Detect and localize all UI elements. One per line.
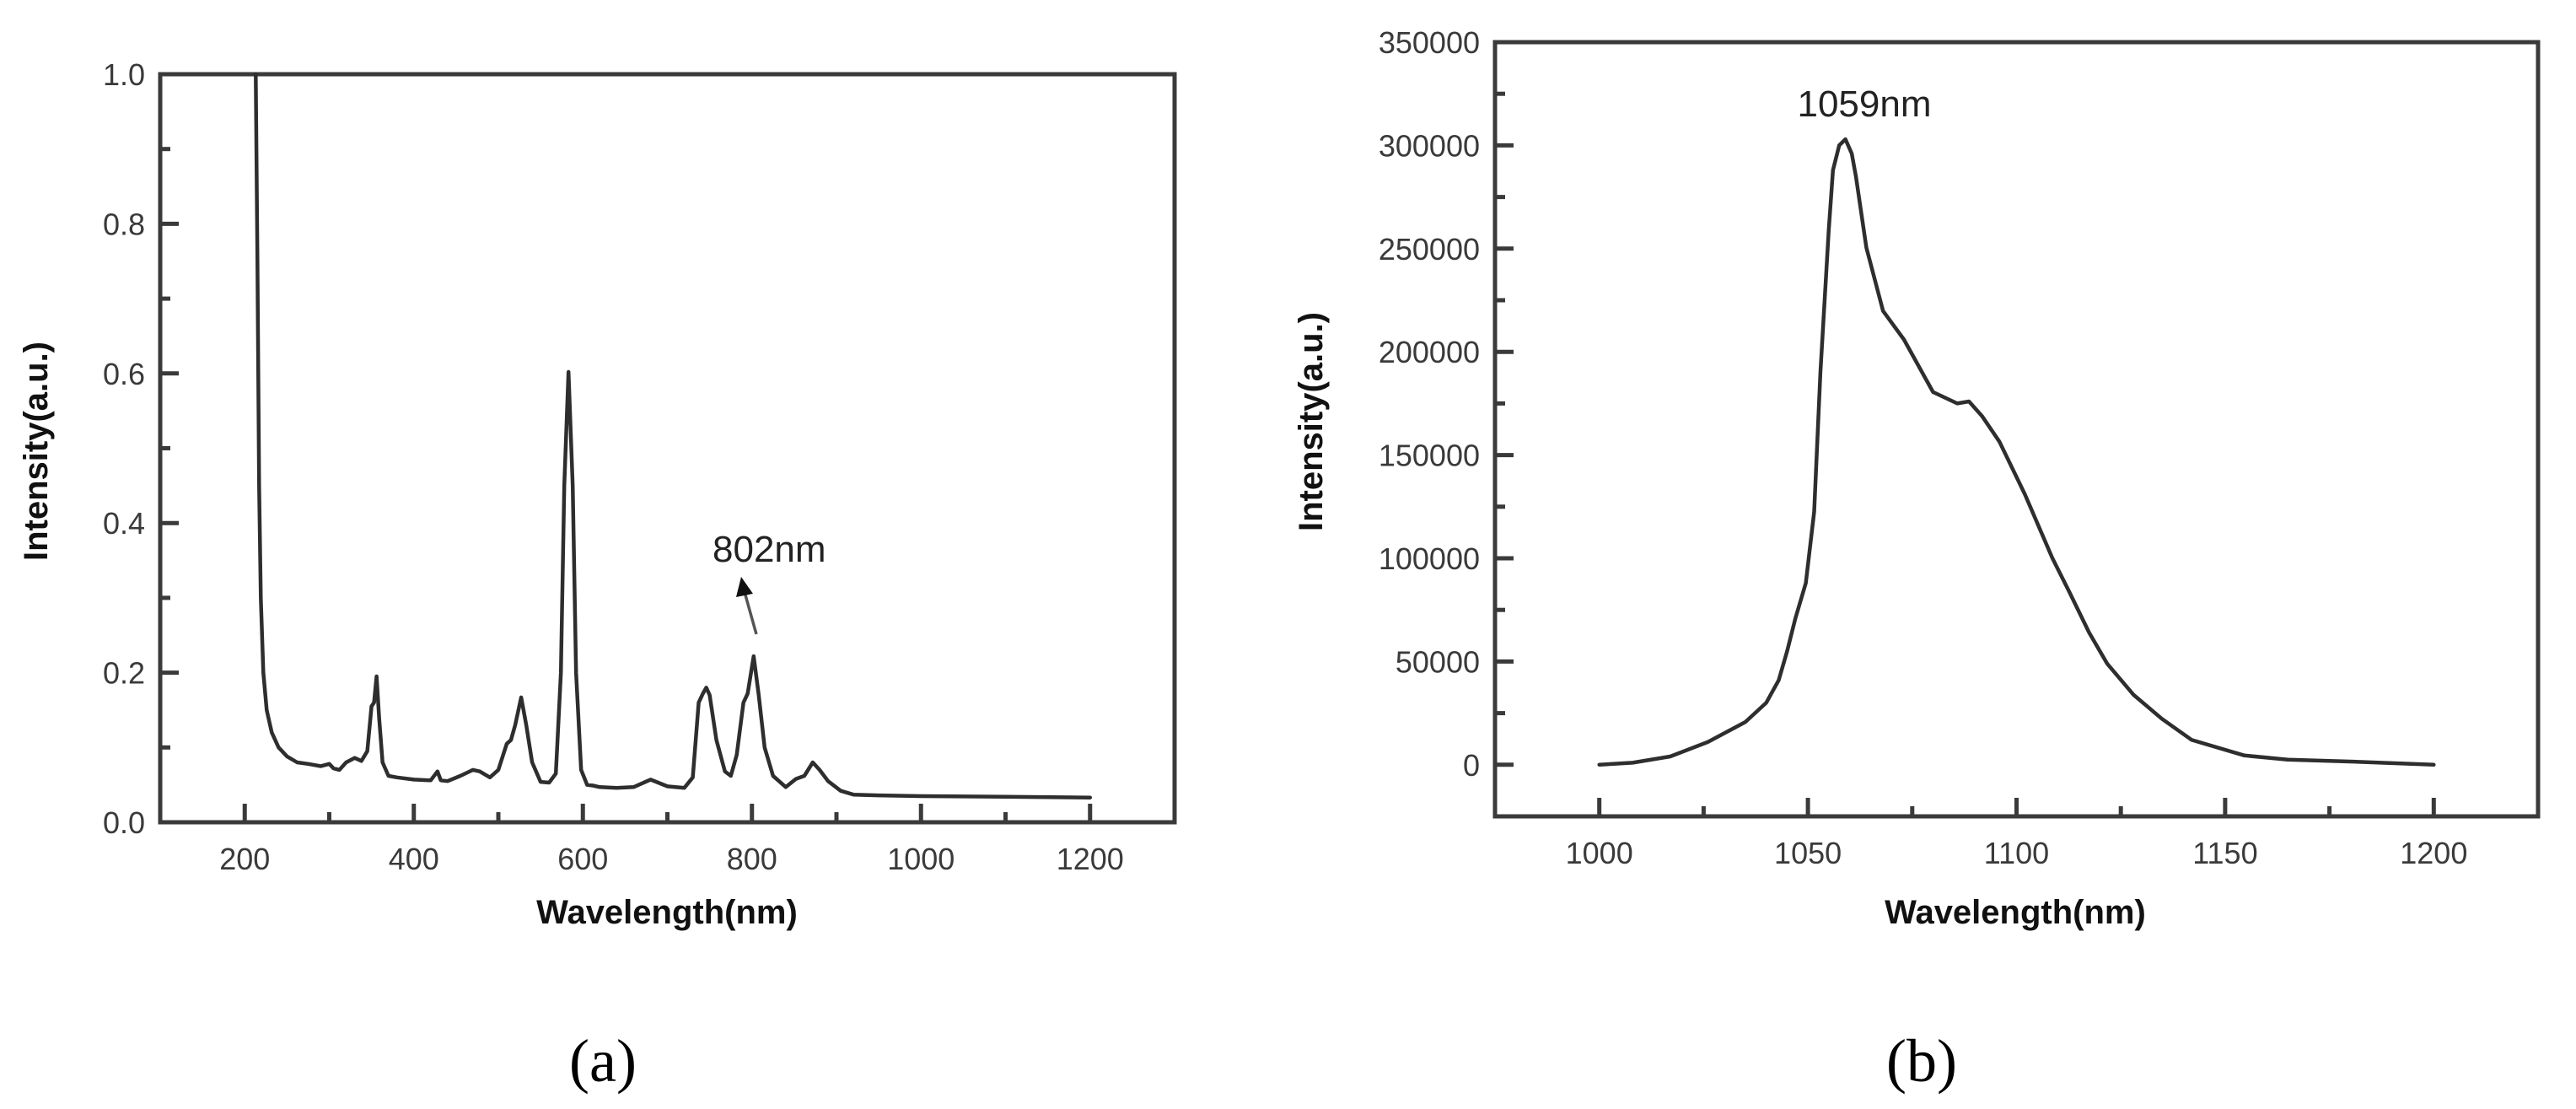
y-tick-label: 200000 <box>1379 335 1480 369</box>
x-axis-title-b: Wavelength(nm) <box>1885 894 2146 931</box>
y-tick-label: 350000 <box>1379 25 1480 60</box>
spectrum-line-a <box>254 72 1093 799</box>
x-tick-label: 1000 <box>1566 836 1633 870</box>
annotation-802nm: 802nm <box>713 529 826 570</box>
annotation-arrow-802 <box>736 577 758 635</box>
panel-label-a: (a) <box>569 1027 637 1095</box>
y-tick-label: 1.0 <box>103 57 145 92</box>
y-tick-label: 50000 <box>1396 644 1480 679</box>
y-tick-label: 0.8 <box>103 207 145 241</box>
x-tick-label: 1000 <box>887 842 955 876</box>
plot-frame-a <box>158 72 1177 825</box>
y-tick-label: 0.2 <box>103 656 145 691</box>
y-axis-title-b: Intensity(a.u.) <box>1293 312 1330 531</box>
x-tick-label: 1100 <box>1984 836 2049 870</box>
chart-b: 1000 1050 1100 1150 1200 0 50000 100000 150000 20… <box>1293 25 2541 1095</box>
axis-ticks-b: 1000 1050 1100 1150 1200 0 50000 100000 150000 20… <box>1379 25 2541 870</box>
y-tick-label: 150000 <box>1379 439 1480 473</box>
y-tick-label: 0.6 <box>103 357 145 391</box>
y-tick-label: 0.4 <box>103 506 145 541</box>
panel-label-b: (b) <box>1886 1027 1957 1095</box>
annotation-1059nm: 1059nm <box>1797 83 1931 125</box>
y-tick-label: 100000 <box>1379 541 1480 576</box>
y-tick-label: 300000 <box>1379 128 1480 163</box>
y-tick-label: 0.0 <box>103 805 145 840</box>
y-tick-label: 0 <box>1463 748 1480 783</box>
y-axis-title-a: Intensity(a.u.) <box>18 342 55 561</box>
x-axis-title-a: Wavelength(nm) <box>536 894 798 931</box>
x-tick-label: 200 <box>219 842 270 876</box>
y-tick-label: 250000 <box>1379 232 1480 266</box>
emission-line-b <box>1597 137 2436 767</box>
x-tick-label: 600 <box>557 842 608 876</box>
plot-frame-b <box>1492 40 2541 819</box>
x-tick-label: 1150 <box>2192 836 2257 870</box>
x-tick-label: 800 <box>727 842 777 876</box>
x-tick-label: 1200 <box>2400 836 2467 870</box>
axis-ticks-a: 200 400 600 800 1000 1200 0.0 0.2 0.4 0.6 0.8 1.0 <box>103 57 1177 876</box>
chart-a: 200 400 600 800 1000 1200 0.0 0.2 0.4 0.6 0.8 1.0 8… <box>18 57 1177 1095</box>
x-tick-label: 400 <box>389 842 439 876</box>
x-tick-label: 1200 <box>1057 842 1124 876</box>
x-tick-label: 1050 <box>1774 836 1842 870</box>
